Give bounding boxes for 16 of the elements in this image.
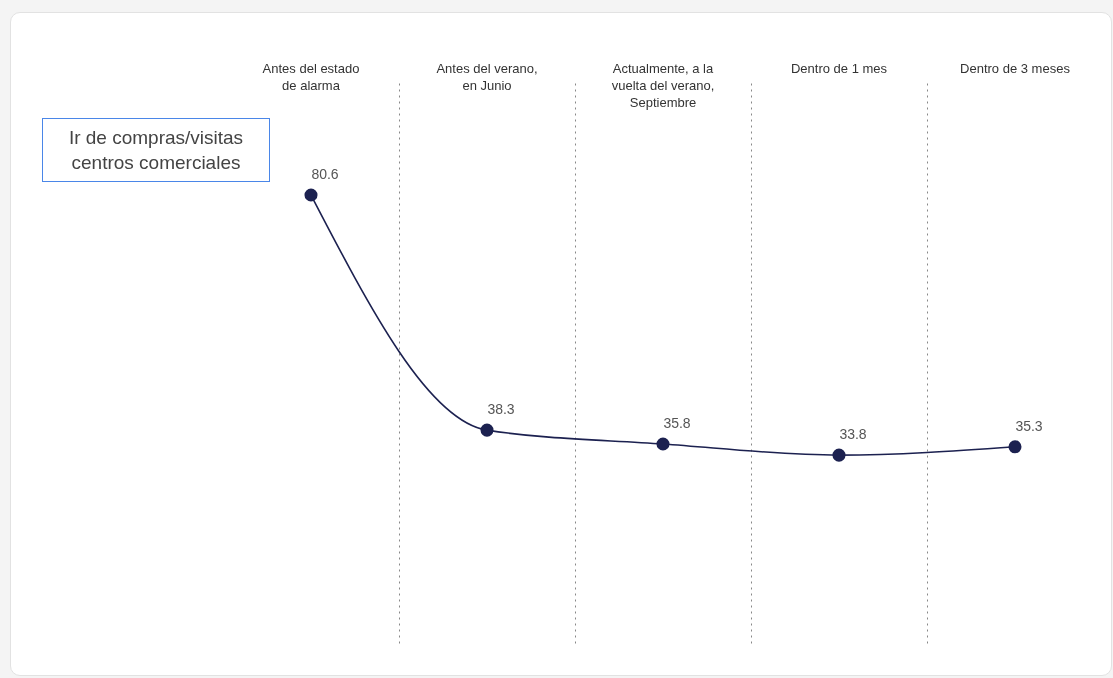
point — [656, 437, 670, 451]
x-tick-label: Antes del estado de alarma — [262, 60, 360, 93]
chart-title: Ir de compras/visitas centros comerciales — [42, 118, 270, 182]
x-tick-label: Actualmente, a la vuelta del verano, Septiembre — [611, 60, 715, 110]
point — [480, 423, 494, 437]
data-label: 33.8 — [839, 426, 867, 443]
x-tick-label: Dentro de 1 mes — [790, 60, 888, 76]
point — [832, 448, 846, 462]
point — [304, 188, 318, 202]
data-label: 35.3 — [1015, 417, 1043, 434]
x-tick-label: Antes del verano, en Junio — [436, 60, 538, 93]
data-label: 38.3 — [487, 401, 515, 418]
data-label: 80.6 — [311, 166, 339, 182]
point — [1008, 440, 1022, 454]
x-tick-label: Dentro de 3 meses — [960, 60, 1071, 76]
data-label: 35.8 — [663, 415, 691, 432]
